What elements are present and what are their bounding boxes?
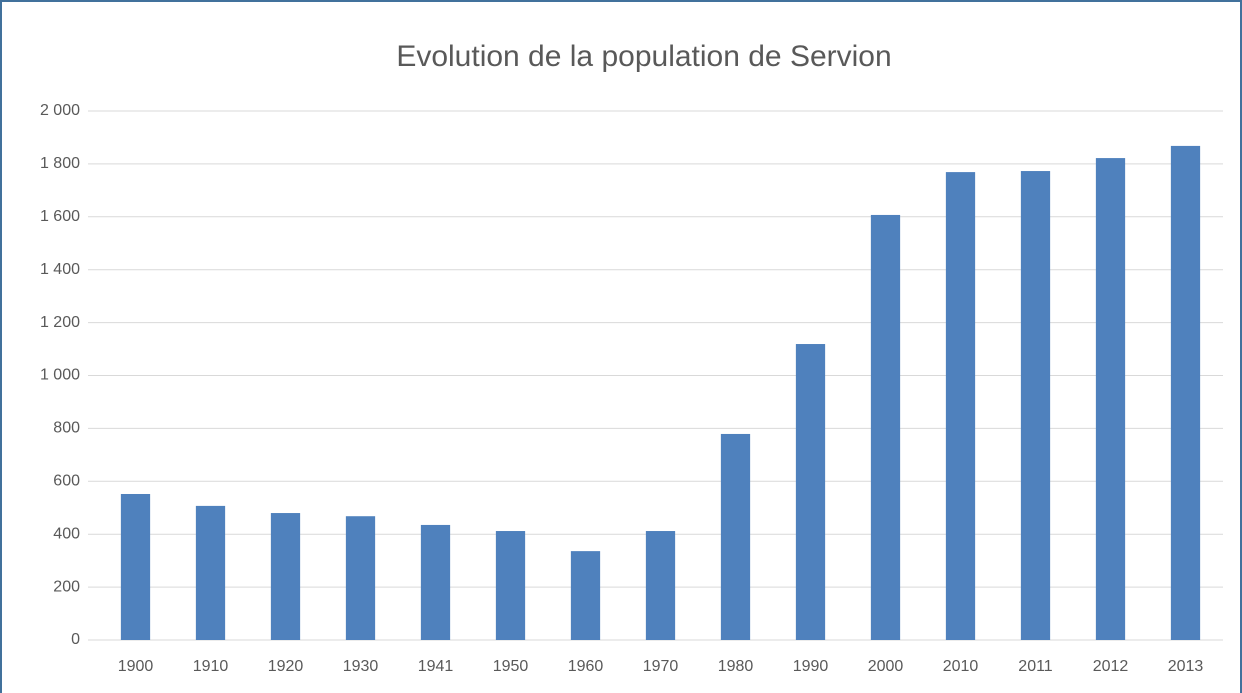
y-tick-label: 1 600 bbox=[40, 208, 80, 225]
bar bbox=[570, 551, 601, 640]
x-tick-label: 1910 bbox=[193, 658, 229, 675]
bar bbox=[1170, 145, 1201, 640]
y-tick-label: 2 000 bbox=[40, 102, 80, 119]
x-tick-label: 2010 bbox=[943, 658, 979, 675]
x-tick-label: 1941 bbox=[418, 658, 454, 675]
bar bbox=[645, 531, 676, 640]
bar bbox=[1020, 171, 1051, 640]
x-tick-label: 1930 bbox=[343, 658, 379, 675]
y-tick-label: 600 bbox=[53, 473, 80, 490]
y-tick-label: 200 bbox=[53, 578, 80, 595]
x-tick-label: 1900 bbox=[118, 658, 154, 675]
x-tick-label: 2013 bbox=[1168, 658, 1204, 675]
x-tick-label: 2012 bbox=[1093, 658, 1129, 675]
bar bbox=[120, 493, 151, 640]
x-tick-label: 1950 bbox=[493, 658, 529, 675]
y-tick-label: 1 400 bbox=[40, 261, 80, 278]
bar bbox=[795, 344, 826, 640]
x-tick-label: 1980 bbox=[718, 658, 754, 675]
bar bbox=[1095, 158, 1126, 640]
y-tick-label: 1 800 bbox=[40, 155, 80, 172]
chart-title: Evolution de la population de Servion bbox=[396, 40, 891, 73]
x-tick-label: 1990 bbox=[793, 658, 829, 675]
x-tick-label: 1920 bbox=[268, 658, 304, 675]
bar bbox=[870, 214, 901, 641]
bar bbox=[945, 172, 976, 641]
y-tick-label: 800 bbox=[53, 420, 80, 437]
bar bbox=[195, 505, 226, 640]
y-tick-label: 1 200 bbox=[40, 314, 80, 331]
bar bbox=[720, 433, 751, 640]
bar bbox=[495, 531, 526, 640]
bar bbox=[345, 516, 376, 640]
y-tick-label: 0 bbox=[71, 631, 80, 648]
bar bbox=[420, 524, 451, 640]
y-tick-label: 400 bbox=[53, 525, 80, 542]
y-tick-label: 1 000 bbox=[40, 367, 80, 384]
bar bbox=[270, 513, 301, 640]
x-tick-label: 1970 bbox=[643, 658, 679, 675]
x-tick-label: 2011 bbox=[1018, 658, 1053, 675]
x-tick-label: 2000 bbox=[868, 658, 904, 675]
x-tick-label: 1960 bbox=[568, 658, 604, 675]
